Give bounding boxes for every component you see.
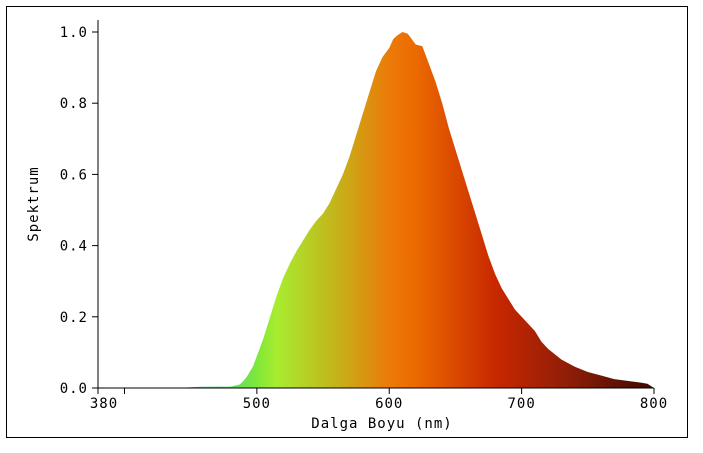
x-tick-label: 500: [243, 396, 271, 412]
area-layer: [98, 32, 654, 388]
y-tick-label: 1.0: [60, 25, 88, 41]
x-tick-label: 600: [375, 396, 403, 412]
axes: [97, 20, 654, 389]
y-tick-label: 0.8: [60, 96, 88, 112]
ticks: 0.0 0.2 0.4 0.6 0.8 1.0 380 500 600 700 800: [60, 25, 668, 412]
y-axis-title: Spektrum: [26, 166, 42, 241]
y-tick-label: 0.6: [60, 167, 88, 183]
x-tick-label: 700: [507, 396, 535, 412]
x-tick-label: 380: [90, 396, 118, 412]
y-tick-label: 0.0: [60, 381, 88, 397]
y-tick-label: 0.2: [60, 310, 88, 326]
y-tick-label: 0.4: [60, 239, 88, 255]
x-tick-label: 800: [640, 396, 668, 412]
x-axis-title: Dalga Boyu (nm): [311, 416, 452, 432]
spectrum-area: [98, 32, 654, 388]
